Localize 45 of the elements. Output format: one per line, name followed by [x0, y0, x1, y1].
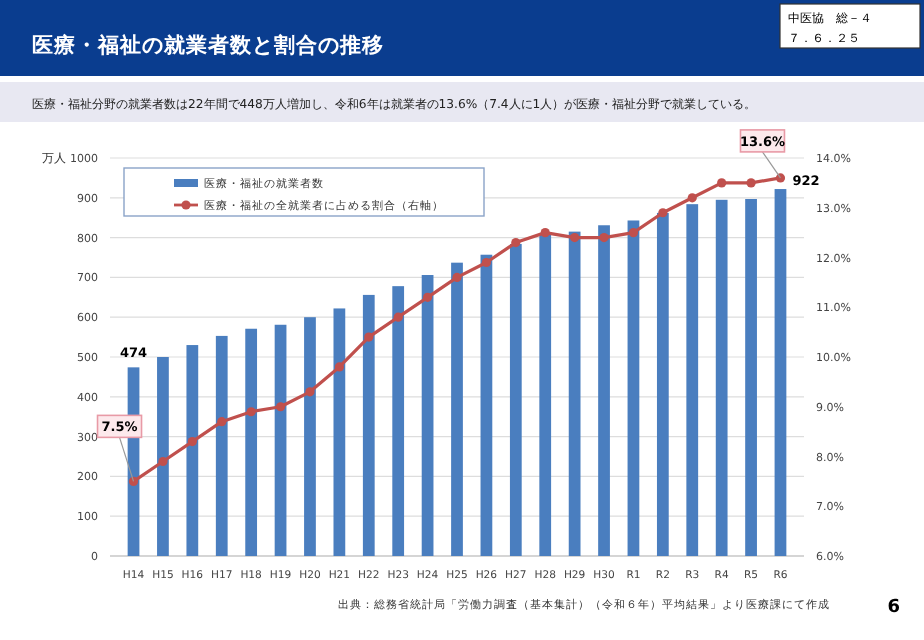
point: [599, 233, 609, 243]
bar: [274, 324, 287, 556]
bar: [480, 254, 493, 556]
bar: [656, 212, 669, 556]
bar: [421, 275, 434, 556]
point: [687, 193, 697, 203]
bar: [627, 220, 640, 556]
bar: [715, 199, 728, 556]
bar: [157, 357, 169, 556]
bar: [568, 231, 581, 556]
bar: [304, 317, 316, 556]
point: [481, 257, 492, 268]
point: [422, 292, 433, 302]
point: [570, 233, 580, 243]
point: [393, 312, 403, 322]
bar: [186, 345, 199, 556]
point: [540, 228, 550, 238]
point: [158, 456, 168, 467]
bar: [539, 233, 552, 556]
bar: [598, 225, 610, 556]
chart-title: 医療・福祉の就業者数と割合の推移: [32, 32, 384, 58]
point: [628, 228, 639, 238]
point: [717, 178, 727, 188]
text: 6: [887, 598, 900, 618]
point: [511, 237, 521, 248]
point: [658, 208, 668, 218]
point: [364, 332, 374, 342]
point: [452, 272, 462, 282]
point: [275, 402, 286, 412]
bar: [392, 286, 405, 556]
point: [305, 387, 315, 397]
bar: [245, 328, 258, 556]
bar: [362, 294, 375, 556]
bar: [333, 308, 346, 556]
bar: [686, 204, 699, 556]
point: [187, 436, 197, 447]
point: [246, 407, 256, 417]
point: [217, 417, 227, 427]
bar: [451, 262, 463, 556]
bar: [745, 198, 757, 556]
point: [746, 178, 756, 188]
bar: [774, 189, 787, 556]
bar: [509, 243, 522, 556]
bar: [215, 335, 228, 556]
point: [334, 362, 344, 372]
